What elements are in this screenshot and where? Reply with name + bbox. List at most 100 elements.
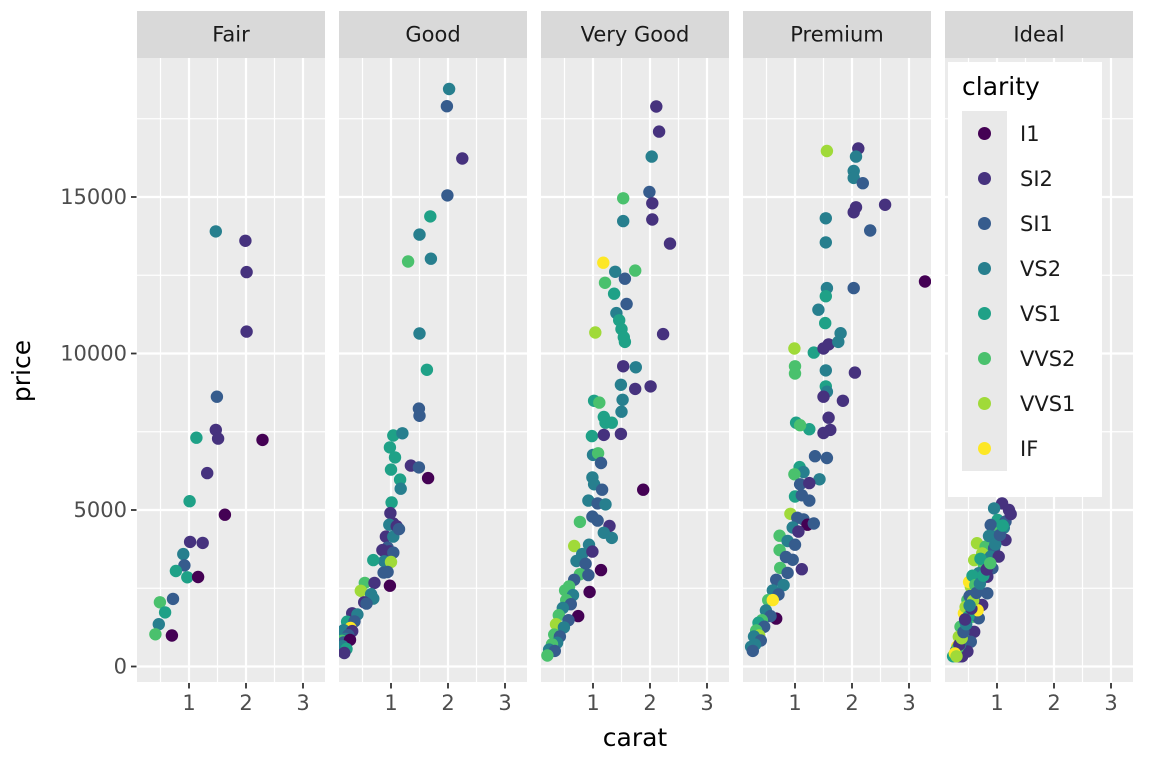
- panel-points: [946, 497, 1017, 663]
- legend-dot-icon: [978, 442, 991, 455]
- data-point: [385, 496, 398, 509]
- data-point: [585, 429, 599, 443]
- x-tick-label: 1: [182, 691, 195, 715]
- data-point: [819, 290, 832, 303]
- x-tick-label: 2: [441, 691, 454, 715]
- data-point: [819, 236, 832, 249]
- data-point: [609, 265, 622, 278]
- data-point: [169, 564, 183, 578]
- data-point: [541, 649, 554, 662]
- data-point: [158, 606, 172, 619]
- legend-title: clarity: [962, 72, 1040, 101]
- legend-dot-icon: [978, 397, 991, 410]
- data-point: [442, 82, 456, 96]
- legend-item-label: IF: [1020, 436, 1039, 461]
- data-point: [617, 214, 630, 228]
- data-point: [832, 335, 845, 349]
- data-point: [643, 185, 656, 199]
- legend-key: [962, 156, 1007, 201]
- data-point: [650, 100, 663, 113]
- legend-item-label: VS2: [1020, 256, 1062, 281]
- x-tick-label: 1: [586, 691, 599, 715]
- data-point: [792, 525, 805, 538]
- data-point: [413, 327, 426, 340]
- legend-key: [962, 426, 1007, 471]
- legend-item: VVS1: [962, 381, 1102, 426]
- data-point: [412, 461, 426, 474]
- data-point: [152, 618, 165, 631]
- data-point: [950, 650, 963, 663]
- data-point: [822, 411, 835, 424]
- data-point: [644, 380, 657, 393]
- data-point: [788, 367, 802, 380]
- data-point: [367, 553, 380, 567]
- data-point: [817, 390, 830, 403]
- data-point: [847, 206, 860, 219]
- legend-item: VS1: [962, 291, 1102, 336]
- y-tick-label: 5000: [74, 498, 127, 522]
- data-point: [209, 225, 222, 238]
- y-tick-label: 10000: [60, 342, 127, 366]
- data-point: [989, 538, 1002, 551]
- facet-strip: [743, 11, 931, 58]
- data-point: [996, 519, 1009, 532]
- data-point: [819, 316, 832, 330]
- data-point: [918, 275, 931, 288]
- data-point: [618, 335, 632, 349]
- data-point: [166, 592, 180, 606]
- x-tick-label: 2: [845, 691, 858, 715]
- data-point: [598, 276, 612, 289]
- data-point: [256, 433, 269, 447]
- data-point: [384, 555, 398, 569]
- facet-strip-label: Ideal: [1013, 23, 1064, 47]
- data-point: [656, 327, 670, 341]
- legend: clarity I1 SI2 SI1 VS2 VS1 VVS2 VVS1 IF: [948, 62, 1102, 497]
- data-point: [183, 495, 196, 508]
- data-point: [836, 394, 850, 407]
- legend-item: SI1: [962, 201, 1102, 246]
- data-point: [165, 629, 179, 642]
- data-point: [781, 566, 794, 580]
- data-point: [582, 568, 595, 582]
- data-point: [594, 456, 608, 470]
- data-point: [211, 432, 225, 445]
- data-point: [420, 363, 434, 376]
- data-point: [819, 364, 832, 377]
- data-point: [240, 325, 253, 338]
- legend-dot-icon: [978, 262, 991, 275]
- data-point: [597, 256, 610, 269]
- data-point: [149, 628, 162, 641]
- data-point: [240, 265, 253, 279]
- data-point: [441, 189, 454, 202]
- data-point: [819, 212, 832, 225]
- data-point: [591, 447, 605, 460]
- data-point: [847, 171, 860, 185]
- data-point: [573, 515, 587, 529]
- data-point: [594, 563, 608, 577]
- legend-key: [962, 111, 1007, 156]
- y-axis-title: price: [7, 339, 36, 403]
- legend-item-label: I1: [1020, 121, 1040, 146]
- data-point: [605, 531, 618, 545]
- data-point: [803, 494, 816, 507]
- data-point: [617, 360, 630, 373]
- data-point: [813, 473, 826, 486]
- data-point: [421, 471, 435, 485]
- data-point: [597, 428, 610, 442]
- facet-strip-label: Premium: [790, 23, 883, 47]
- data-point: [1004, 507, 1017, 521]
- data-point: [615, 405, 628, 418]
- data-point: [822, 338, 835, 351]
- data-point: [572, 609, 585, 623]
- data-point: [191, 570, 205, 584]
- data-point: [387, 546, 400, 559]
- data-point: [413, 228, 426, 241]
- legend-item: VS2: [962, 246, 1102, 291]
- data-point: [210, 390, 224, 403]
- data-point: [958, 613, 972, 626]
- data-point: [593, 396, 606, 409]
- data-point: [177, 547, 190, 561]
- facet-strip: [339, 11, 527, 58]
- data-point: [354, 584, 367, 597]
